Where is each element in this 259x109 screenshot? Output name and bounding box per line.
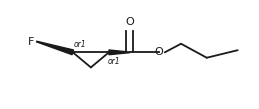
- Polygon shape: [109, 50, 130, 55]
- Text: or1: or1: [107, 57, 120, 66]
- Text: or1: or1: [74, 40, 87, 49]
- Polygon shape: [37, 41, 74, 55]
- Text: F: F: [28, 37, 34, 47]
- Text: O: O: [155, 47, 163, 57]
- Text: O: O: [125, 17, 134, 26]
